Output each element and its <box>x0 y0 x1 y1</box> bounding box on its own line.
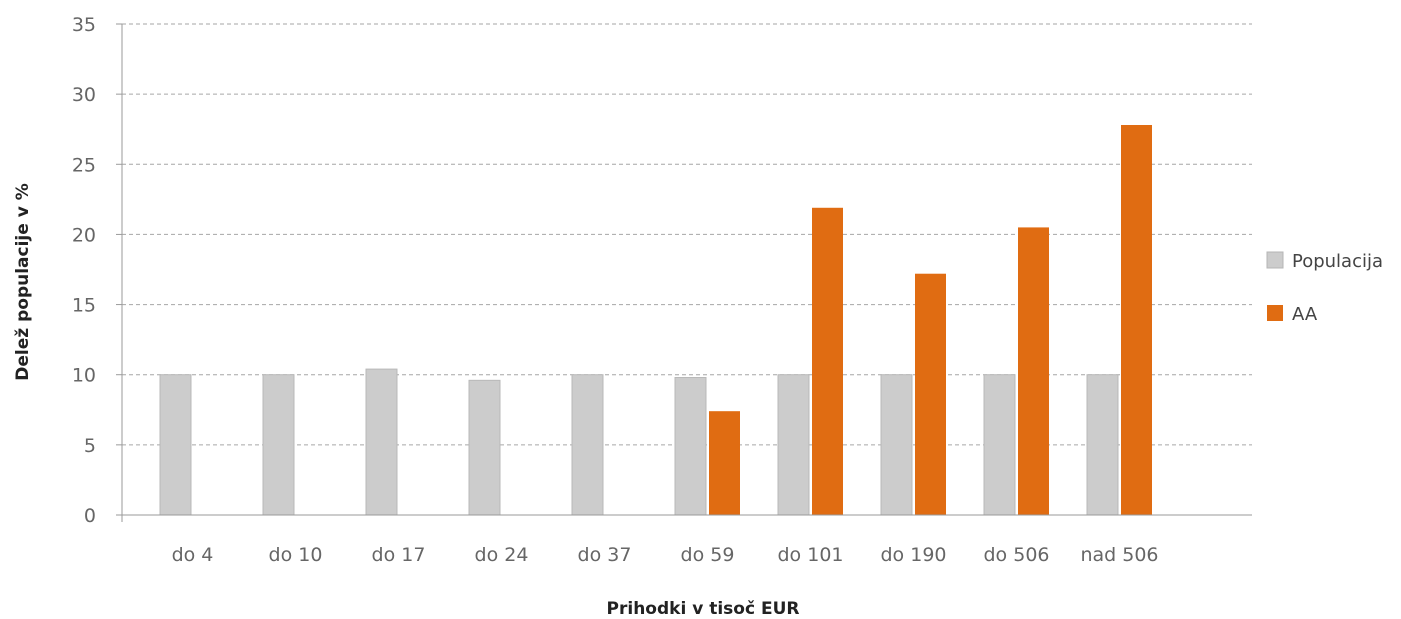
x-tick-label: do 506 <box>984 544 1050 566</box>
y-axis-ticks: 0 5 10 15 20 25 30 35 <box>72 14 122 527</box>
y-tick-label: 5 <box>84 435 96 457</box>
x-tick-label: do 24 <box>475 544 529 566</box>
legend-label-populacija: Populacija <box>1292 251 1383 272</box>
legend-label-aa: AA <box>1292 304 1318 325</box>
x-axis-ticks: do 4 do 10 do 17 do 24 do 37 do 59 do 101 do 19… <box>172 544 1159 566</box>
bar-populacija-4 <box>571 374 604 516</box>
bar-aa-5 <box>709 411 740 515</box>
bar-populacija-6 <box>777 374 810 516</box>
legend-swatch-populacija <box>1266 251 1284 269</box>
bar-populacija-1 <box>262 374 295 516</box>
bars <box>159 125 1152 516</box>
y-tick-label: 30 <box>72 84 96 106</box>
bar-aa-6 <box>812 207 843 515</box>
x-tick-label: do 101 <box>778 544 844 566</box>
grid-lines <box>122 23 1252 446</box>
y-tick-label: 15 <box>72 295 96 317</box>
legend: Populacija AA <box>1266 251 1383 325</box>
y-axis-title: Delež populacije v % <box>13 183 33 380</box>
bar-populacija-5 <box>674 377 707 516</box>
bar-populacija-3 <box>468 379 501 516</box>
bar-populacija-8 <box>983 374 1016 516</box>
y-tick-label: 35 <box>72 14 96 36</box>
x-tick-label: do 37 <box>578 544 632 566</box>
x-tick-label: do 59 <box>681 544 735 566</box>
y-tick-label: 20 <box>72 224 96 246</box>
bar-populacija-2 <box>365 368 398 516</box>
legend-swatch-aa <box>1267 305 1283 321</box>
x-tick-label: do 190 <box>881 544 947 566</box>
x-axis-title: Prihodki v tisoč EUR <box>607 599 800 619</box>
y-tick-label: 10 <box>72 365 96 387</box>
x-tick-label: do 17 <box>372 544 426 566</box>
x-tick-label: do 4 <box>172 544 214 566</box>
x-tick-label: do 10 <box>269 544 323 566</box>
bar-populacija-0 <box>159 374 192 516</box>
x-tick-label: nad 506 <box>1080 544 1158 566</box>
y-tick-label: 0 <box>84 505 96 527</box>
y-tick-label: 25 <box>72 154 96 176</box>
bar-aa-7 <box>915 273 946 515</box>
bar-aa-9 <box>1121 125 1152 516</box>
bar-populacija-9 <box>1086 374 1119 516</box>
bar-populacija-7 <box>880 374 913 516</box>
bar-aa-8 <box>1018 227 1049 515</box>
